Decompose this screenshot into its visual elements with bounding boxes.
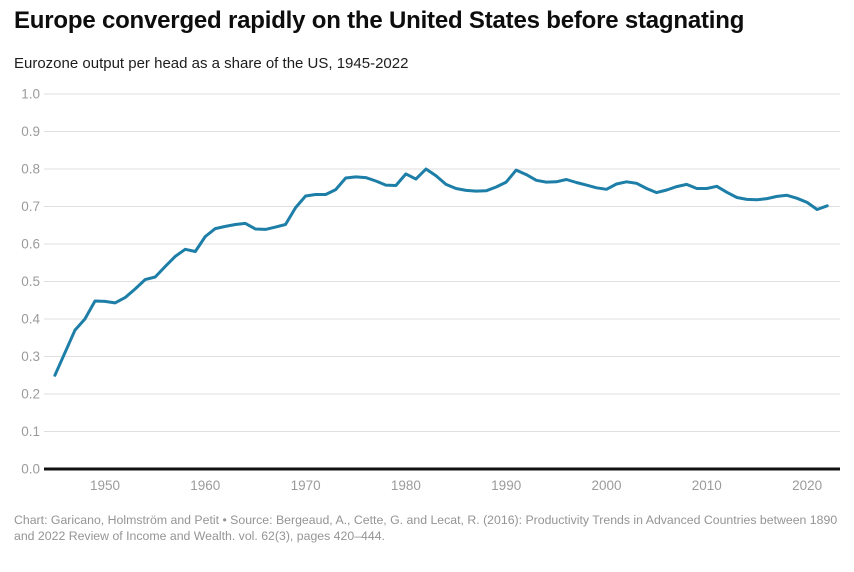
y-tick-label: 0.8 — [21, 162, 40, 177]
x-tick-label: 2020 — [792, 478, 822, 493]
y-tick-label: 0.0 — [21, 462, 40, 477]
x-tick-label: 2010 — [692, 478, 722, 493]
y-tick-label: 0.2 — [21, 387, 40, 402]
x-tick-label: 1990 — [491, 478, 521, 493]
y-tick-label: 1.0 — [21, 87, 40, 102]
x-tick-label: 1950 — [90, 478, 120, 493]
x-tick-label: 1960 — [190, 478, 220, 493]
y-tick-label: 0.5 — [21, 274, 40, 289]
x-tick-label: 1980 — [391, 478, 421, 493]
y-tick-label: 0.1 — [21, 424, 40, 439]
x-tick-label: 1970 — [291, 478, 321, 493]
chart-caption: Chart: Garicano, Holmström and Petit • S… — [14, 513, 838, 544]
data-line-eurozone-share — [53, 167, 829, 377]
chart-title: Europe converged rapidly on the United S… — [14, 7, 745, 34]
y-tick-label: 0.9 — [21, 124, 40, 139]
y-tick-label: 0.4 — [21, 312, 40, 327]
x-tick-label: 2000 — [591, 478, 621, 493]
line-chart: 0.0 0.1 0.2 0.3 0.4 0.5 0.6 0.7 0.8 0.9 1.0 1950 196… — [21, 87, 840, 493]
y-tick-label: 0.3 — [21, 349, 40, 364]
chart-subtitle: Eurozone output per head as a share of t… — [14, 55, 409, 72]
y-tick-label: 0.6 — [21, 237, 40, 252]
y-tick-label: 0.7 — [21, 199, 40, 214]
